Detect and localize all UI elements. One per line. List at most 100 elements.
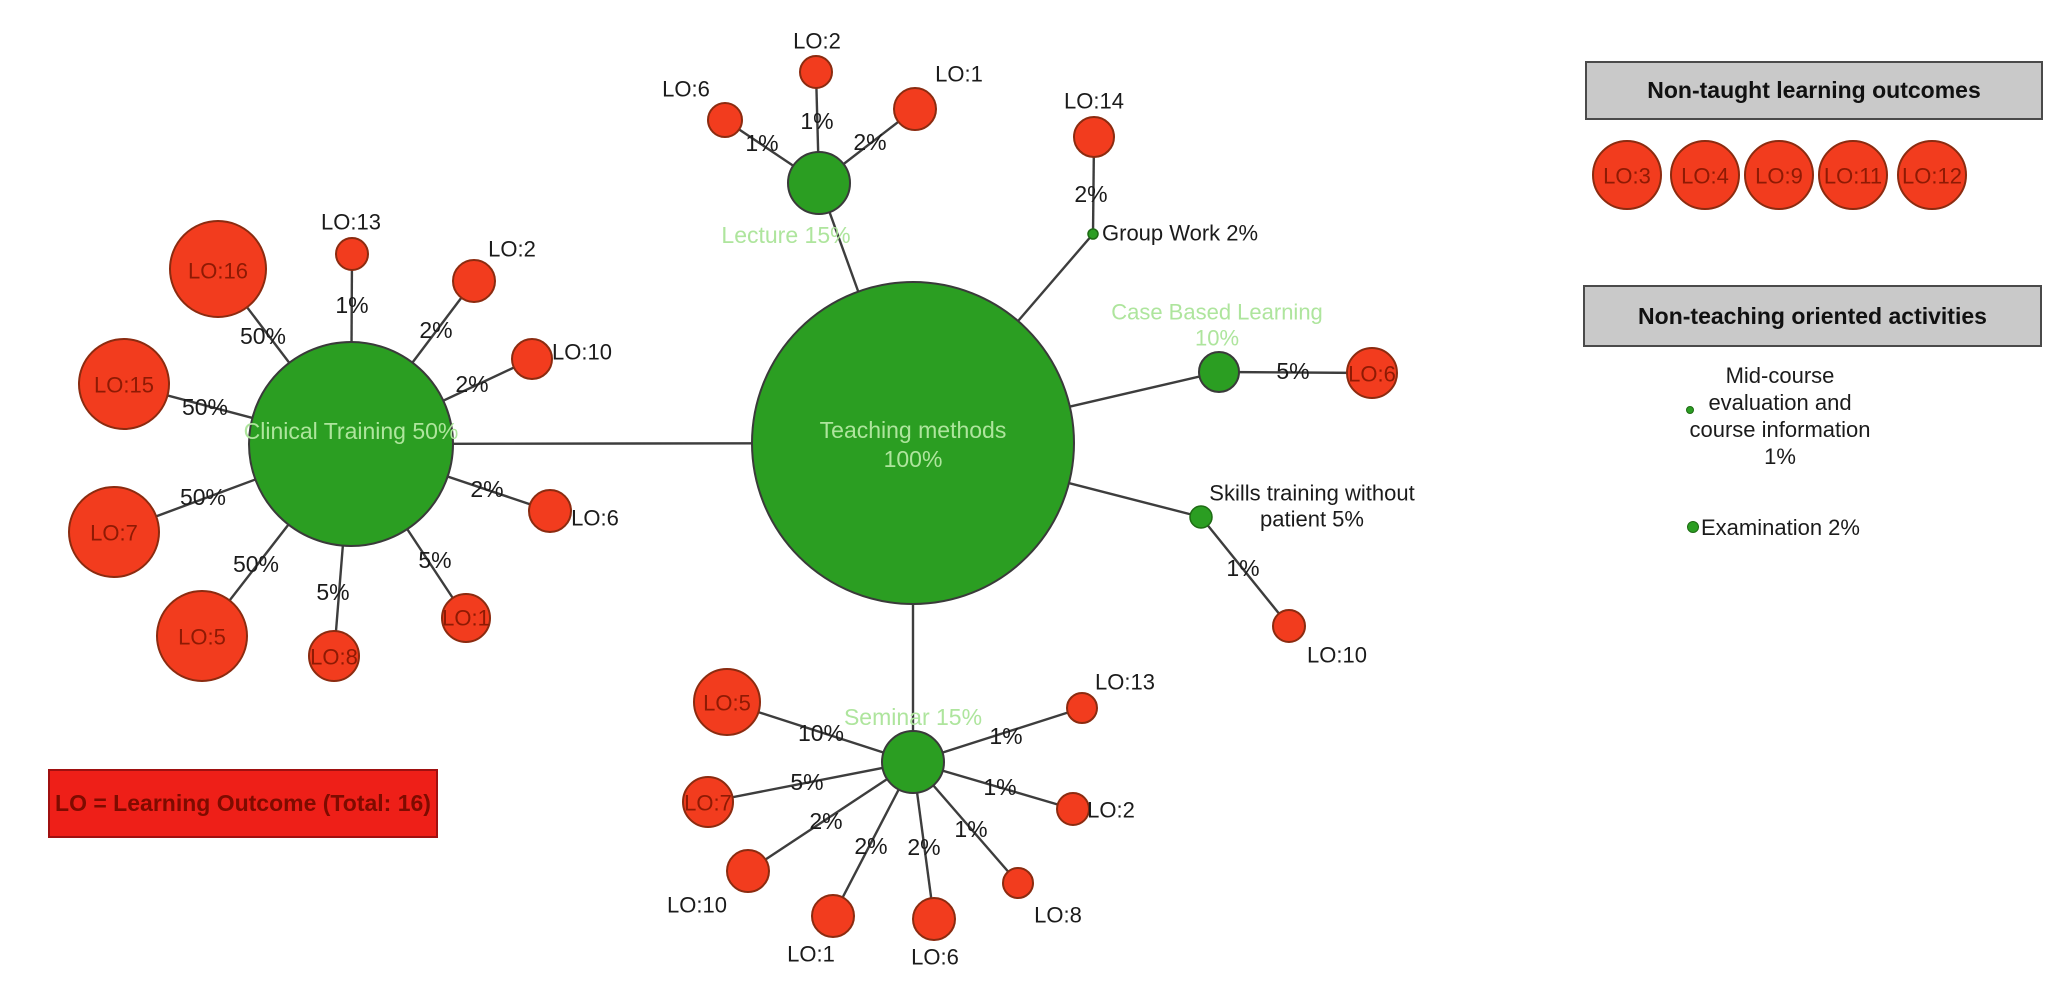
label-c-lo6: LO:6: [571, 506, 619, 531]
edge-label-seminar-se-lo6: 2%: [907, 834, 940, 860]
edge-label-clinical-c-lo15: 50%: [182, 394, 228, 420]
node-groupwork-dot: [1087, 228, 1099, 240]
edge-label-clinical-c-lo10: 2%: [455, 371, 488, 397]
non-teaching-activities-title: Non-teaching oriented activities: [1638, 302, 1987, 329]
edge-label-seminar-se-lo5: 10%: [798, 720, 844, 746]
label-cbl: 10%: [1195, 326, 1239, 351]
label-c-lo7: LO:7: [90, 521, 138, 546]
label-nt-lo12: LO:12: [1902, 164, 1962, 189]
node-s-lo10: [1272, 609, 1306, 643]
examination-activity-dot: [1687, 521, 1699, 533]
label-teaching: 100%: [884, 446, 943, 472]
node-nt-lo9: [1744, 140, 1814, 210]
node-c-lo10: [511, 338, 553, 380]
midcourse-activity-dot: [1686, 406, 1694, 414]
edge-label-clinical-c-lo7: 50%: [180, 484, 226, 510]
edge-label-clinical-c-lo1: 5%: [418, 547, 451, 573]
edge-label-clinical-c-lo8: 5%: [316, 579, 349, 605]
node-c-lo13: [335, 237, 369, 271]
non-teaching-activities-header: Non-teaching oriented activities: [1583, 285, 2042, 347]
edge-label-clinical-c-lo6: 2%: [470, 476, 503, 502]
node-cb-lo6: [1346, 347, 1398, 399]
node-se-lo13: [1066, 692, 1098, 724]
node-lecture: [787, 151, 851, 215]
edge-label-skills-dot-s-lo10: 1%: [1226, 555, 1259, 581]
edge-label-seminar-se-lo10: 2%: [809, 808, 842, 834]
label-s-lo10: LO:10: [1307, 643, 1367, 668]
node-nt-lo4: [1670, 140, 1740, 210]
node-se-lo5: [693, 668, 761, 736]
edge-label-groupwork-dot-g-lo14: 2%: [1074, 181, 1107, 207]
label-nt-lo4: LO:4: [1681, 164, 1729, 189]
node-teaching: [751, 281, 1075, 605]
edge-label-lecture-l-lo2: 1%: [800, 108, 833, 134]
label-groupwork-dot: Group Work 2%: [1102, 221, 1258, 246]
label-c-lo15: LO:15: [94, 373, 154, 398]
node-c-lo7: [68, 486, 160, 578]
label-c-lo10: LO:10: [552, 340, 612, 365]
label-cb-lo6: LO:6: [1348, 362, 1396, 387]
label-lecture: Lecture 15%: [721, 222, 850, 248]
label-seminar: Seminar 15%: [844, 704, 982, 730]
label-nt-lo11: LO:11: [1824, 164, 1882, 189]
edge-label-seminar-se-lo1: 2%: [854, 833, 887, 859]
label-c-lo2: LO:2: [488, 237, 536, 262]
node-c-lo5: [156, 590, 248, 682]
edge-seminar-se-lo7: [707, 760, 914, 804]
midcourse-activity-label: Mid-course evaluation and course informa…: [1689, 363, 1871, 469]
edge-label-clinical-c-lo2: 2%: [419, 317, 452, 343]
label-se-lo1: LO:1: [787, 942, 835, 967]
edge-label-clinical-c-lo5: 50%: [233, 551, 279, 577]
node-c-lo15: [78, 338, 170, 430]
label-c-lo8: LO:8: [310, 645, 358, 670]
edge-label-seminar-se-lo13: 1%: [989, 723, 1022, 749]
label-c-lo5: LO:5: [178, 625, 226, 650]
node-se-lo6: [912, 897, 956, 941]
node-se-lo1: [811, 894, 855, 938]
node-nt-lo12: [1897, 140, 1967, 210]
edge-label-seminar-se-lo2: 1%: [983, 774, 1016, 800]
node-c-lo6: [528, 489, 572, 533]
node-l-lo2: [799, 55, 833, 89]
node-l-lo1: [893, 87, 937, 131]
edge-label-lecture-l-lo1: 2%: [853, 129, 886, 155]
node-g-lo14: [1073, 116, 1115, 158]
edge-label-cbl-cb-lo6: 5%: [1276, 358, 1309, 384]
edge-seminar-se-lo10: [747, 760, 914, 873]
label-l-lo1: LO:1: [935, 62, 983, 87]
label-se-lo7: LO:7: [684, 791, 732, 816]
node-se-lo10: [726, 849, 770, 893]
label-skills-dot: patient 5%: [1260, 507, 1364, 532]
label-skills-dot: Skills training without: [1209, 481, 1414, 506]
node-cbl: [1198, 351, 1240, 393]
edge-skills-dot-s-lo10: [1200, 516, 1290, 627]
label-se-lo10: LO:10: [667, 893, 727, 918]
label-se-lo8: LO:8: [1034, 903, 1082, 928]
node-skills-dot: [1189, 505, 1213, 529]
non-taught-outcomes-header: Non-taught learning outcomes: [1585, 61, 2043, 120]
label-c-lo16: LO:16: [188, 259, 248, 284]
label-l-lo2: LO:2: [793, 29, 841, 54]
node-c-lo2: [452, 259, 496, 303]
label-c-lo13: LO:13: [321, 210, 381, 235]
node-clinical: [248, 341, 454, 547]
node-seminar: [881, 730, 945, 794]
edge-label-lecture-l-lo6: 1%: [745, 130, 778, 156]
label-g-lo14: LO:14: [1064, 89, 1124, 114]
edge-label-seminar-se-lo8: 1%: [954, 816, 987, 842]
label-se-lo13: LO:13: [1095, 670, 1155, 695]
label-teaching: Teaching methods: [820, 417, 1007, 443]
node-nt-lo11: [1818, 140, 1888, 210]
label-clinical: Clinical Training 50%: [244, 418, 459, 444]
label-l-lo6: LO:6: [662, 77, 710, 102]
examination-activity-label: Examination 2%: [1701, 515, 1860, 540]
label-se-lo2: LO:2: [1087, 798, 1135, 823]
node-l-lo6: [707, 102, 743, 138]
node-se-lo7: [682, 776, 734, 828]
non-taught-outcomes-title: Non-taught learning outcomes: [1647, 77, 1981, 103]
node-c-lo1: [441, 593, 491, 643]
label-nt-lo3: LO:3: [1603, 164, 1651, 189]
label-nt-lo9: LO:9: [1755, 164, 1803, 189]
